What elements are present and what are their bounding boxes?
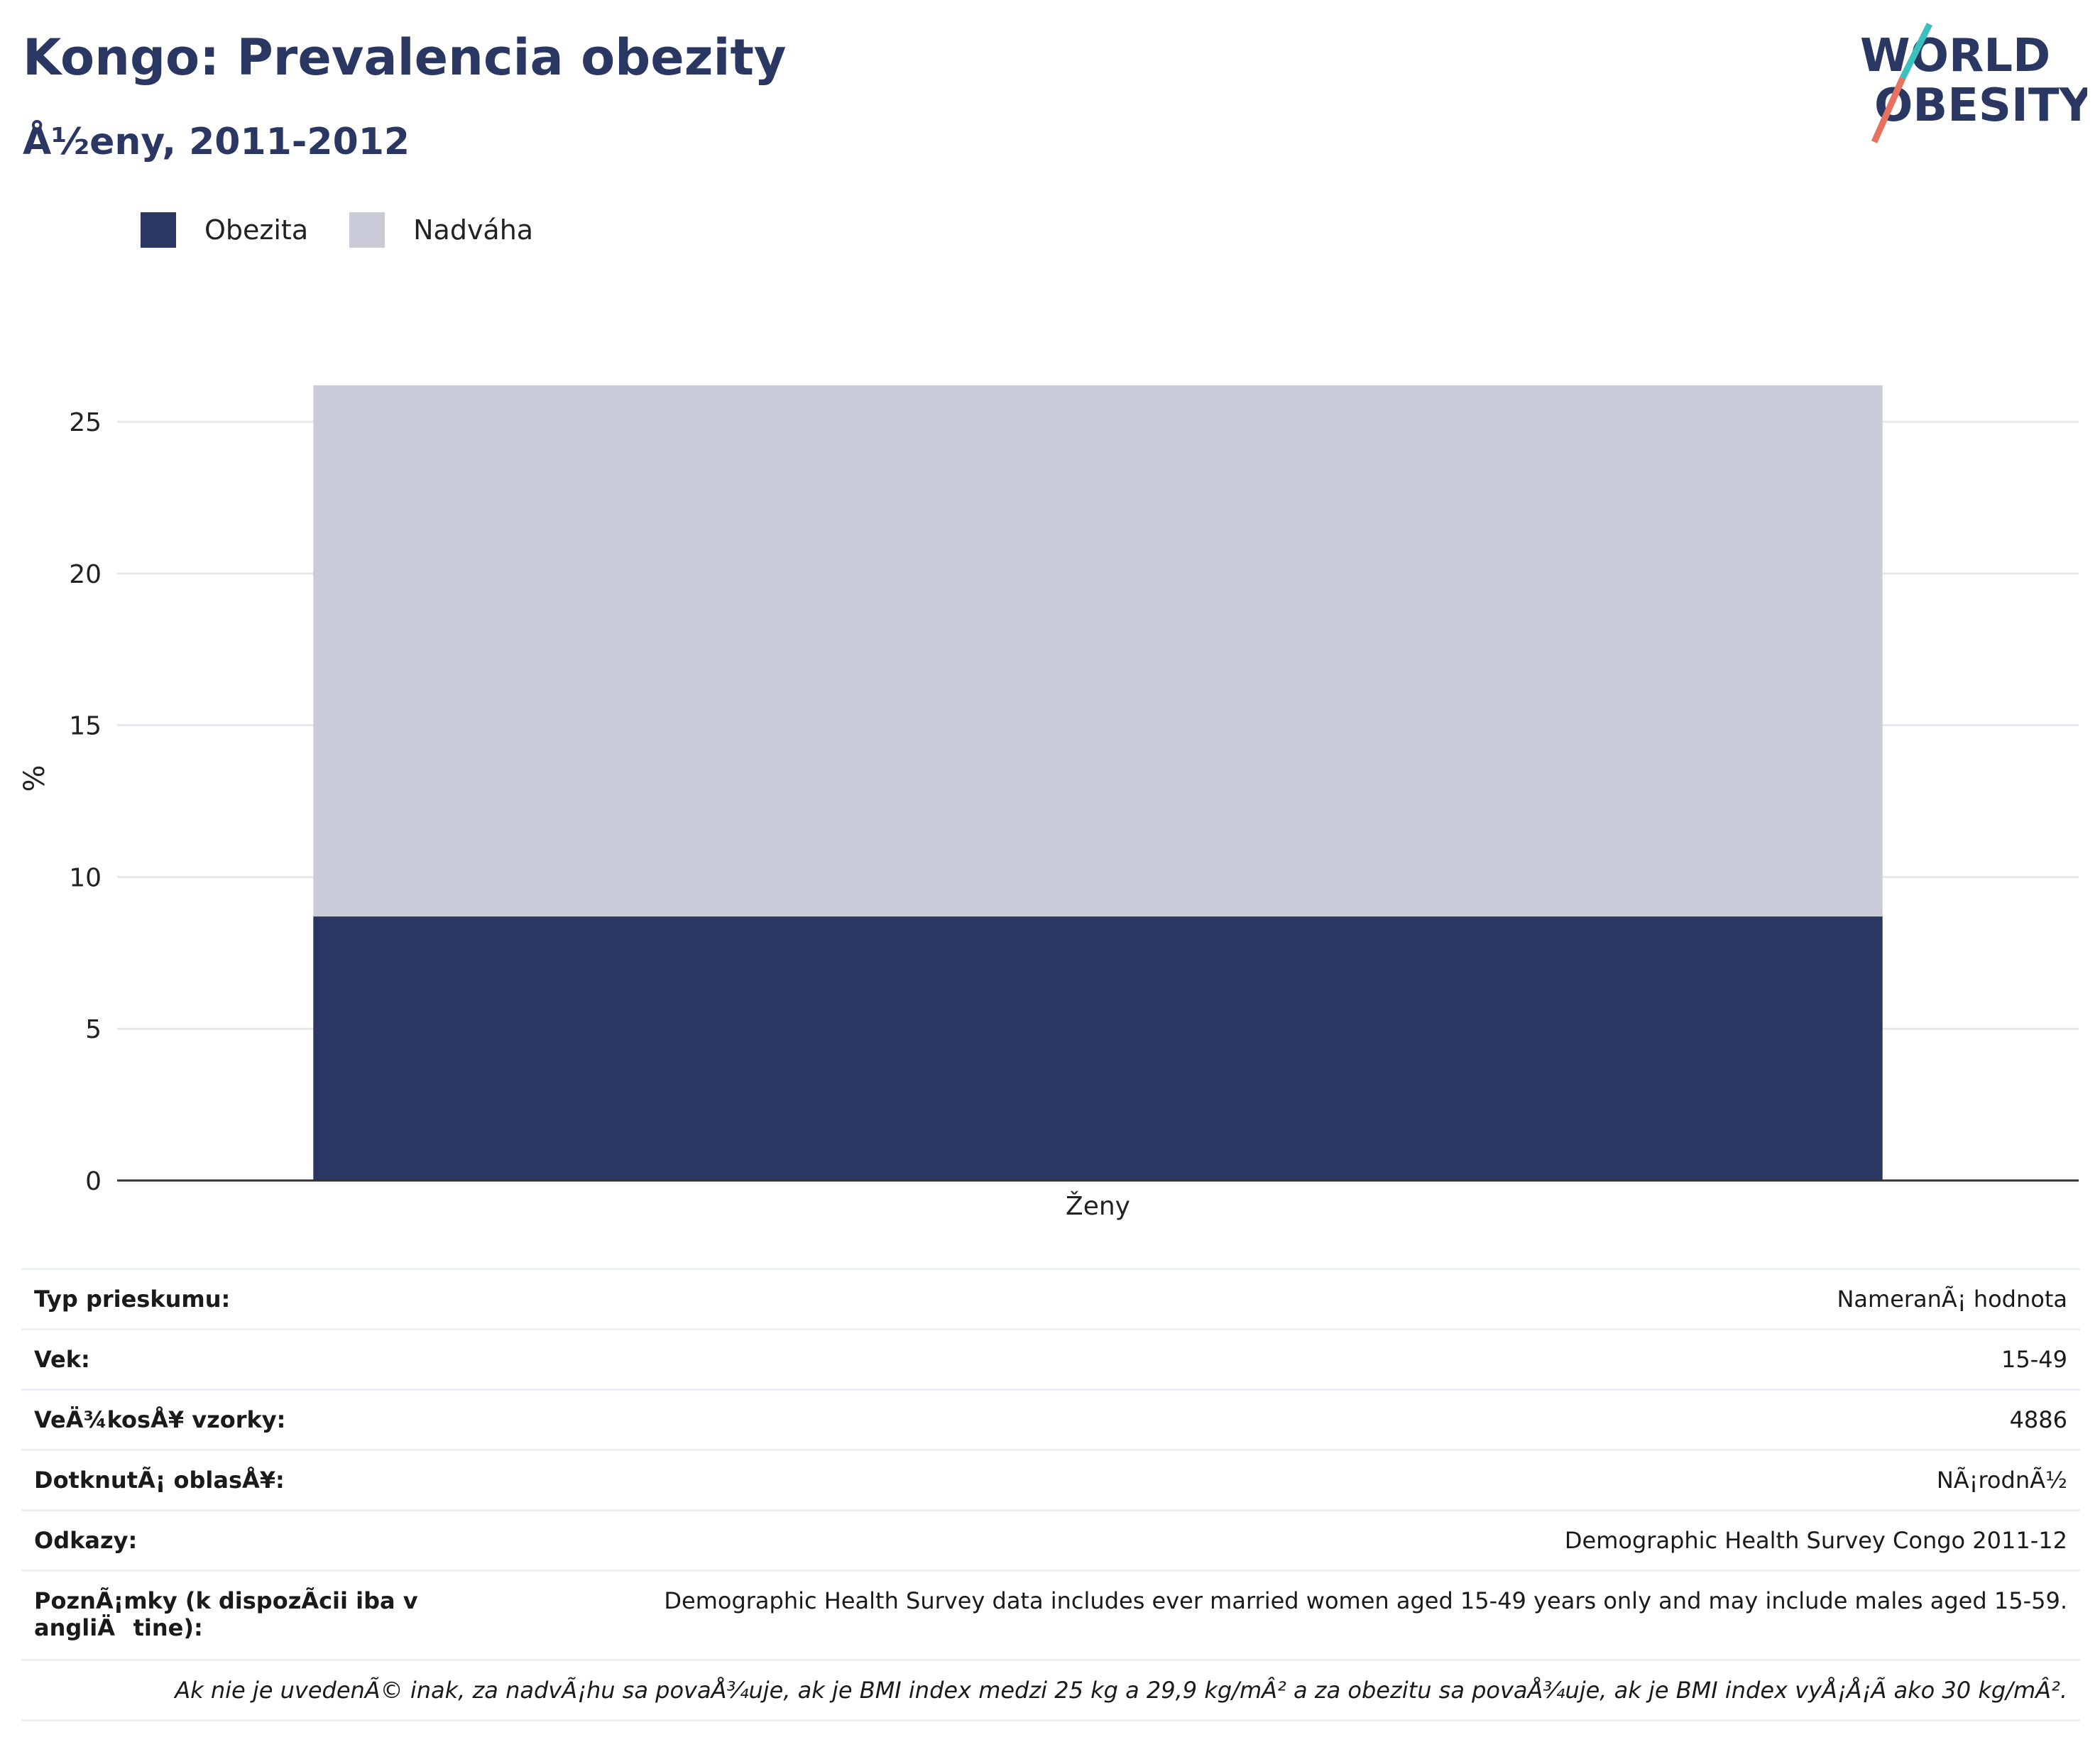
info-key: Typ prieskumu:: [21, 1268, 544, 1330]
logo-slash-coral: [1871, 77, 1906, 143]
legend-label-overweight: Nadváha: [413, 214, 534, 246]
survey-info-table: Typ prieskumu: NameranÃ¡ hodnota Vek: 15…: [21, 1268, 2080, 1721]
legend-swatch-overweight: [349, 212, 385, 248]
y-tick-label: 25: [69, 408, 102, 437]
info-value: Demographic Health Survey data includes …: [544, 1570, 2080, 1660]
info-row-survey-type: Typ prieskumu: NameranÃ¡ hodnota: [21, 1268, 2080, 1330]
info-key: VeÄ¾kosÅ¥ vzorky:: [21, 1389, 544, 1450]
logo-slash-teal: [1899, 22, 1933, 80]
info-row-references: Odkazy: Demographic Health Survey Congo …: [21, 1509, 2080, 1571]
chart-title: Kongo: Prevalencia obezity: [23, 28, 787, 87]
bar-overweight: [313, 385, 1883, 917]
bar-obesity: [313, 916, 1883, 1181]
bmi-footnote: Ak nie je uvedenÃ© inak, za nadvÃ¡hu sa …: [21, 1659, 2080, 1721]
info-row-footnote: Ak nie je uvedenÃ© inak, za nadvÃ¡hu sa …: [21, 1659, 2080, 1721]
info-key: Vek:: [21, 1328, 544, 1390]
bar-chart: 0 5 10 15 20 25 Ženy%: [18, 385, 2079, 1221]
chart-subtitle: Å½eny, 2011-2012: [23, 121, 410, 163]
y-tick-label: 10: [69, 863, 102, 892]
y-tick-label: 5: [85, 1015, 102, 1044]
legend-swatch-obesity: [141, 212, 176, 248]
info-key: DotknutÃ¡ oblasÅ¥:: [21, 1449, 544, 1511]
info-key: Odkazy:: [21, 1509, 544, 1571]
y-tick-label: 20: [69, 560, 102, 589]
legend-item-overweight[interactable]: Nadváha: [349, 212, 533, 248]
logo-line2: OBESITY: [1874, 80, 2087, 132]
info-value: 15-49: [544, 1328, 2080, 1390]
y-axis-title: %: [18, 765, 51, 792]
chart-legend: Obezita Nadváha: [141, 210, 574, 250]
legend-label-obesity: Obezita: [204, 214, 309, 246]
x-tick-label: Ženy: [1066, 1191, 1130, 1221]
y-tick-label: 15: [69, 712, 102, 741]
world-obesity-logo: WORLD OBESITY: [1860, 22, 2087, 143]
info-value: 4886: [544, 1389, 2080, 1450]
info-key: PoznÃ¡mky (k dispozÃ­cii iba v angliÄti…: [21, 1570, 544, 1660]
info-row-area: DotknutÃ¡ oblasÅ¥: NÃ¡rodnÃ½: [21, 1449, 2080, 1511]
info-row-notes: PoznÃ¡mky (k dispozÃ­cii iba v angliÄti…: [21, 1570, 2080, 1660]
info-row-age: Vek: 15-49: [21, 1328, 2080, 1390]
legend-item-obesity[interactable]: Obezita: [141, 212, 308, 248]
info-row-sample-size: VeÄ¾kosÅ¥ vzorky: 4886: [21, 1389, 2080, 1450]
info-value: NÃ¡rodnÃ½: [544, 1449, 2080, 1511]
info-value: Demographic Health Survey Congo 2011-12: [544, 1509, 2080, 1571]
y-tick-label: 0: [85, 1167, 102, 1196]
info-value: NameranÃ¡ hodnota: [544, 1268, 2080, 1330]
logo-line1: WORLD: [1860, 30, 2050, 82]
